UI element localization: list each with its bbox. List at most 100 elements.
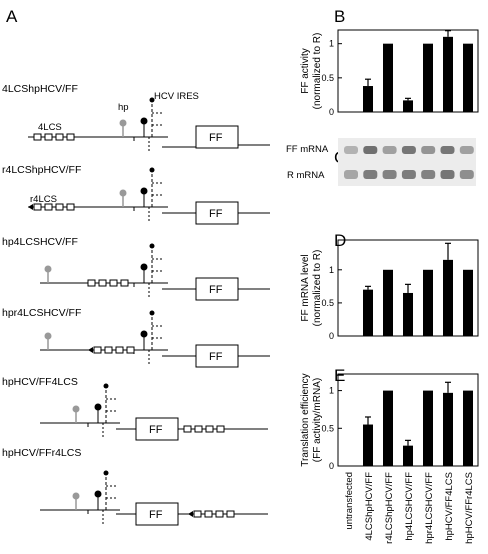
panel-letter-b: B: [334, 7, 345, 26]
y-axis-label: FF activity: [300, 48, 311, 94]
ires-loop: [94, 403, 102, 411]
lcs-box: [93, 346, 102, 354]
x-category-label: 4LCShpHCV/FF: [364, 472, 375, 541]
ires-top-loop: [149, 97, 155, 103]
ires-top-loop: [149, 167, 155, 173]
hairpin-loop: [119, 119, 127, 127]
x-category-label: hpHCV/FF4LCS: [444, 472, 455, 541]
y-tick-label: 0: [329, 107, 334, 117]
lcs-box: [66, 203, 75, 211]
ires-top-loop: [149, 243, 155, 249]
ff-reporter-label: FF: [149, 424, 163, 436]
hairpin-loop: [44, 265, 52, 273]
hairpin-loop: [72, 405, 80, 413]
lcs-box: [194, 425, 203, 433]
bar: [383, 43, 393, 112]
lcs-box: [33, 203, 42, 211]
y-axis-label: (normalized to R): [312, 250, 323, 327]
bar: [443, 36, 453, 113]
lcs-box: [109, 279, 118, 287]
gel-band-r: [459, 170, 474, 179]
x-category-label: hpr4LCSHCV/FF: [424, 472, 435, 544]
lcs-box: [216, 425, 225, 433]
x-category-labels: untransfected 4LCShpHCV/FF r4LCShpHCV/FF hp…: [344, 472, 475, 544]
bar: [463, 43, 473, 112]
x-category-label: r4LCShpHCV/FF: [384, 472, 395, 544]
ff-reporter-label: FF: [209, 284, 223, 296]
y-tick-label: 1: [329, 386, 334, 396]
bar: [363, 289, 373, 336]
lcs-box: [55, 203, 64, 211]
construct-label-1: 4LCShpHCV/FF: [2, 83, 78, 95]
bar: [403, 445, 413, 466]
bar: [463, 390, 473, 466]
ires-loop: [94, 490, 102, 498]
construct-diagram-6: FF: [40, 470, 268, 526]
x-category-label: hp4LCSHCV/FF: [404, 472, 415, 541]
panel-letter-e: E: [334, 366, 345, 385]
y-tick-label: 1: [329, 265, 334, 275]
construct-diagram-4: FF: [40, 310, 270, 368]
gel-band-ff: [344, 146, 358, 154]
gel-band-ff: [459, 146, 474, 154]
bar: [463, 269, 473, 336]
construct-diagram-3: FF: [40, 243, 270, 301]
lcs-box: [126, 346, 135, 354]
x-category-label: untransfected: [344, 472, 355, 530]
bar: [403, 292, 413, 336]
lcs-reverse-arrow: [28, 204, 33, 210]
bar: [423, 390, 433, 466]
construct-label-4: hpr4LCSHCV/FF: [2, 307, 81, 319]
lcs-box: [104, 346, 113, 354]
x-category-label: hpHCV/FFr4LCS: [464, 472, 475, 544]
gel-band-r: [363, 170, 378, 179]
y-axis-label: (normalized to R): [312, 33, 323, 110]
bar: [383, 269, 393, 336]
gel-row-label-ff: FF mRNA: [286, 144, 329, 155]
gel-band-ff: [401, 146, 416, 154]
lcs-box: [193, 510, 202, 518]
y-axis-label: FF mRNA level: [300, 254, 311, 321]
construct-diagram-2: FF: [28, 167, 270, 225]
bar: [423, 269, 433, 336]
ires-top-loop: [149, 310, 155, 316]
lcs-box: [98, 279, 107, 287]
r4lcs-label: r4LCS: [30, 194, 57, 205]
gel-band-r: [344, 170, 358, 179]
lcs-box: [87, 279, 96, 287]
lcs-box: [215, 510, 224, 518]
ires-loop: [140, 117, 148, 125]
y-tick-label: 0.5: [321, 298, 334, 308]
gel-band-r: [421, 170, 436, 179]
y-axis-label: (FF activity/mRNA): [312, 378, 323, 462]
chart-panel-d: 0 0.5 1 FF mRNA level (normalized to R): [300, 239, 479, 341]
ires-label: HCV IRES: [154, 91, 199, 102]
y-tick-label: 0: [329, 461, 334, 471]
bar: [383, 390, 393, 466]
y-tick-label: 1: [329, 39, 334, 49]
gel-band-ff: [421, 146, 436, 154]
y-axis-label: Translation efficiency: [300, 373, 311, 466]
lcs-box: [44, 203, 53, 211]
lcs-box: [33, 133, 42, 141]
lcs-reverse-arrow: [88, 347, 93, 353]
y-tick-label: 0.5: [321, 423, 334, 433]
hairpin-loop: [44, 332, 52, 340]
northern-blot: [338, 138, 476, 186]
bar: [423, 43, 433, 112]
construct-label-5: hpHCV/FF4LCS: [2, 376, 78, 388]
hairpin-loop: [72, 492, 80, 500]
construct-label-3: hp4LCSHCV/FF: [2, 236, 78, 248]
construct-diagrams: FF FF FF FF FF FF: [28, 97, 270, 526]
bar: [403, 100, 413, 112]
construct-diagram-5: FF: [40, 383, 268, 441]
ff-reporter-label: FF: [209, 208, 223, 220]
lcs-box: [183, 425, 192, 433]
lcs-box: [44, 133, 53, 141]
ff-reporter-label: FF: [209, 351, 223, 363]
ff-reporter-label: FF: [149, 509, 163, 521]
chart-panel-b: 0 0.5 1 FF activity (normalized to R): [300, 29, 479, 117]
